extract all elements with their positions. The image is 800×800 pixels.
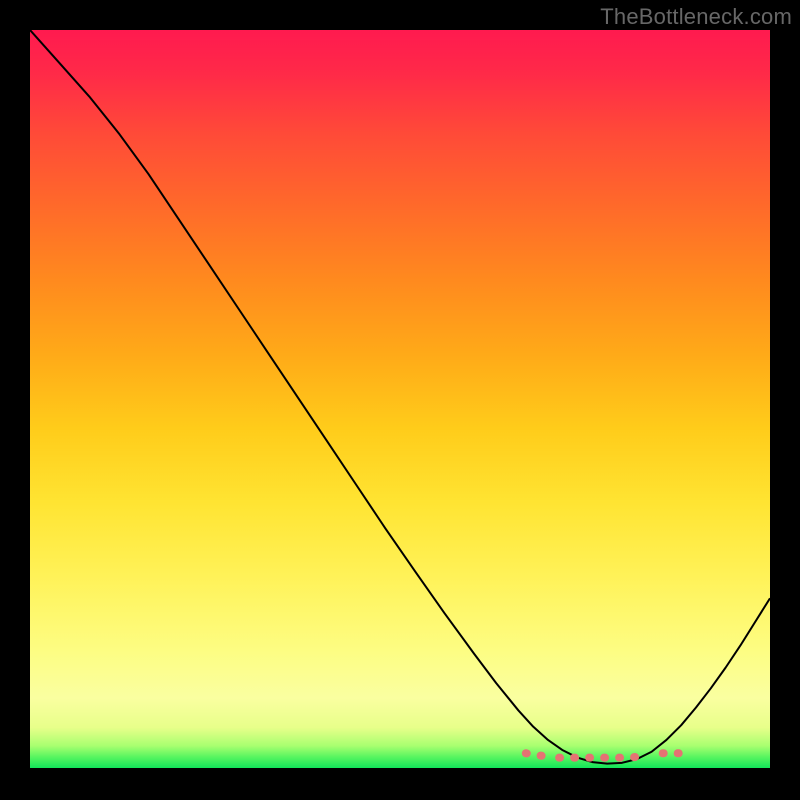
chart-background <box>30 30 770 768</box>
chart-stage: TheBottleneck.com <box>0 0 800 800</box>
watermark-label: TheBottleneck.com <box>600 4 792 30</box>
bottleneck-chart <box>0 0 800 800</box>
optimal-range-marker <box>559 756 648 757</box>
